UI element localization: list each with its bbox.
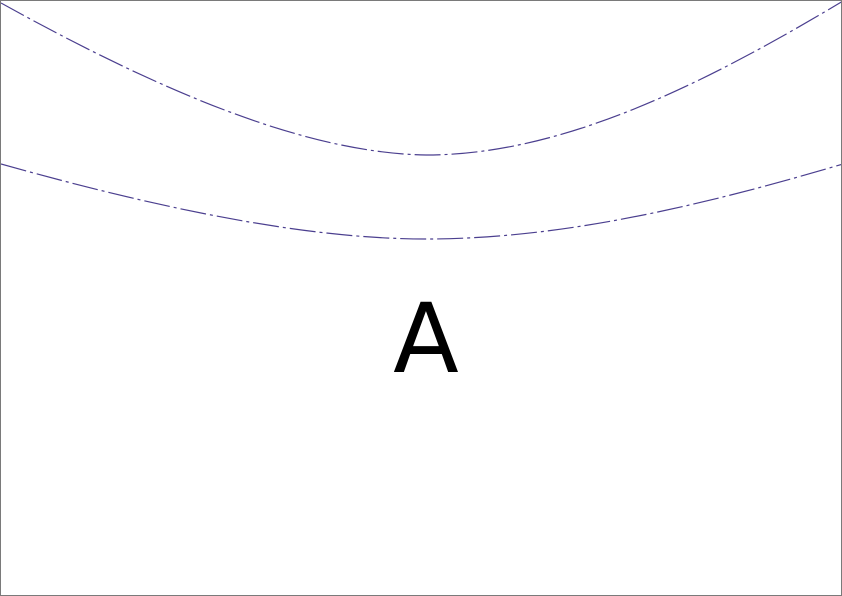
diagram-label: A [393,283,459,395]
lower-curve [1,163,841,240]
upper-curve [1,1,841,156]
